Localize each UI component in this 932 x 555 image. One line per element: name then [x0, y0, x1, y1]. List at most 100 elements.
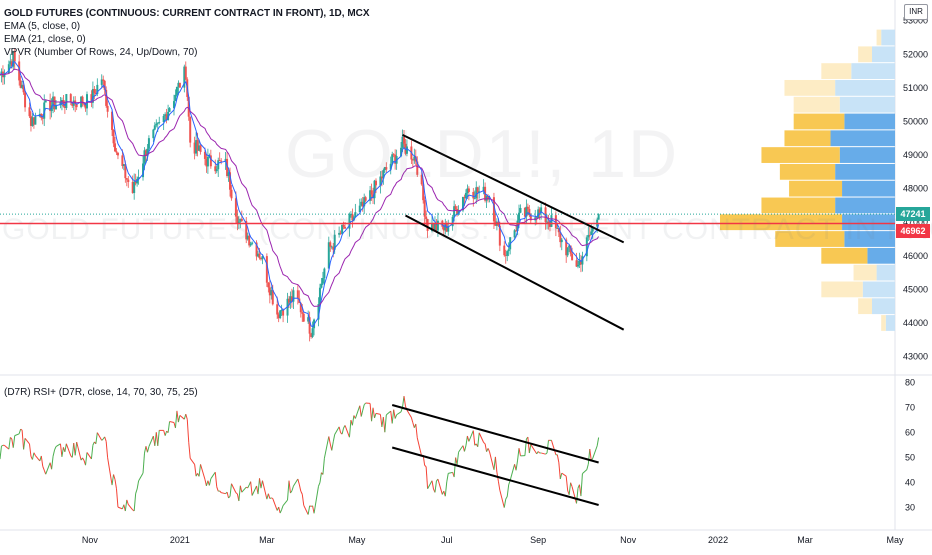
- rsi-segment: [335, 427, 339, 435]
- rsi-segment: [301, 491, 302, 494]
- rsi-segment: [83, 458, 84, 461]
- rsi-segment: [177, 411, 178, 422]
- rsi-segment: [97, 433, 101, 441]
- rsi-segment: [432, 481, 433, 489]
- price-tick-label: 46000: [903, 251, 928, 261]
- rsi-segment: [66, 444, 70, 456]
- rsi-segment: [352, 416, 353, 426]
- vpvr-up-bar: [886, 315, 895, 331]
- rsi-segment: [127, 500, 128, 505]
- rsi-segment: [529, 445, 530, 453]
- vpvr-up-bar: [881, 30, 895, 46]
- main-legend: GOLD FUTURES (CONTINUOUS: CURRENT CONTRA…: [4, 7, 370, 59]
- rsi-trendline: [392, 448, 598, 506]
- rsi-segment: [114, 474, 115, 479]
- rsi-segment: [428, 481, 432, 489]
- rsi-segment: [43, 466, 44, 470]
- vpvr-down-bar: [821, 282, 862, 298]
- rsi-segment: [324, 436, 328, 458]
- candle-body: [127, 180, 129, 182]
- candle-body: [154, 125, 156, 129]
- candle-body: [117, 153, 119, 156]
- rsi-segment: [478, 433, 479, 447]
- rsi-segment: [445, 482, 446, 496]
- candle-body: [506, 251, 508, 256]
- rsi-segment: [134, 494, 135, 511]
- rsi-tick-label: 40: [905, 478, 915, 488]
- rsi-segment: [376, 413, 380, 414]
- vpvr-up-bar: [877, 265, 895, 281]
- vpvr-legend[interactable]: VPVR (Number Of Rows, 24, Up/Down, 70): [4, 46, 370, 59]
- rsi-segment: [559, 462, 560, 479]
- rsi-segment: [4, 445, 8, 449]
- candle-body: [200, 145, 202, 151]
- vpvr-down-bar: [761, 198, 835, 214]
- rsi-segment: [165, 431, 166, 436]
- rsi-segment: [170, 422, 174, 423]
- candle-body: [320, 284, 322, 288]
- rsi-segment: [283, 500, 287, 506]
- candle-body: [267, 283, 269, 288]
- time-tick-label: Mar: [259, 535, 275, 545]
- rsi-segment: [211, 472, 215, 478]
- candle-body: [45, 101, 47, 103]
- rsi-segment: [323, 458, 324, 474]
- time-tick-label: 2021: [170, 535, 190, 545]
- candle-body: [322, 278, 324, 284]
- rsi-segment: [136, 489, 137, 494]
- rsi-tick-label: 80: [905, 378, 915, 388]
- symbol-title[interactable]: GOLD FUTURES (CONTINUOUS: CURRENT CONTRA…: [4, 7, 370, 20]
- candle-body: [176, 87, 178, 95]
- currency-badge[interactable]: INR: [904, 4, 928, 20]
- candle-body: [115, 151, 117, 152]
- rsi-segment: [459, 446, 463, 453]
- price-tick-label: 51000: [903, 83, 928, 93]
- rsi-segment: [13, 436, 14, 448]
- rsi-segment: [279, 507, 280, 513]
- rsi-segment: [372, 408, 373, 421]
- rsi-segment: [320, 473, 321, 483]
- ema21-legend[interactable]: EMA (21, close, 0): [4, 33, 370, 46]
- rsi-segment: [448, 472, 452, 473]
- rsi-segment: [308, 506, 309, 515]
- rsi-segment: [577, 488, 578, 503]
- rsi-segment: [271, 498, 272, 499]
- rsi-segment: [345, 425, 349, 437]
- rsi-segment: [41, 456, 42, 466]
- rsi-segment: [581, 474, 582, 496]
- candle-body: [259, 254, 261, 258]
- ema5-legend[interactable]: EMA (5, close, 0): [4, 20, 370, 33]
- rsi-segment: [557, 455, 558, 463]
- rsi-segment: [268, 494, 269, 499]
- rsi-segment: [221, 493, 225, 494]
- rsi-legend-text[interactable]: (D7R) RSI+ (D7R, close, 14, 70, 30, 75, …: [4, 386, 198, 399]
- time-tick-label: Nov: [82, 535, 99, 545]
- rsi-segment: [189, 442, 190, 458]
- candle-body: [279, 310, 281, 318]
- candle-body: [189, 117, 191, 143]
- rsi-segment: [52, 456, 53, 469]
- rsi-segment: [186, 414, 187, 419]
- rsi-segment: [485, 444, 486, 452]
- rsi-segment: [454, 458, 455, 477]
- rsi-segment: [332, 442, 333, 451]
- candle-body: [508, 249, 510, 251]
- candle-body: [155, 124, 157, 126]
- candle-body: [216, 169, 218, 171]
- rsi-segment: [397, 412, 401, 415]
- vpvr-down-bar: [780, 164, 835, 180]
- vpvr-down-bar: [854, 265, 877, 281]
- rsi-tick-label: 50: [905, 453, 915, 463]
- time-tick-label: May: [348, 535, 366, 545]
- rsi-segment: [258, 478, 259, 494]
- rsi-segment: [168, 422, 169, 433]
- vpvr-up-bar: [831, 130, 895, 146]
- rsi-segment: [507, 485, 508, 497]
- rsi-segment: [394, 410, 395, 419]
- candle-body: [179, 83, 181, 88]
- time-tick-label: Sep: [530, 535, 546, 545]
- rsi-segment: [469, 431, 473, 442]
- vpvr-down-bar: [794, 114, 845, 130]
